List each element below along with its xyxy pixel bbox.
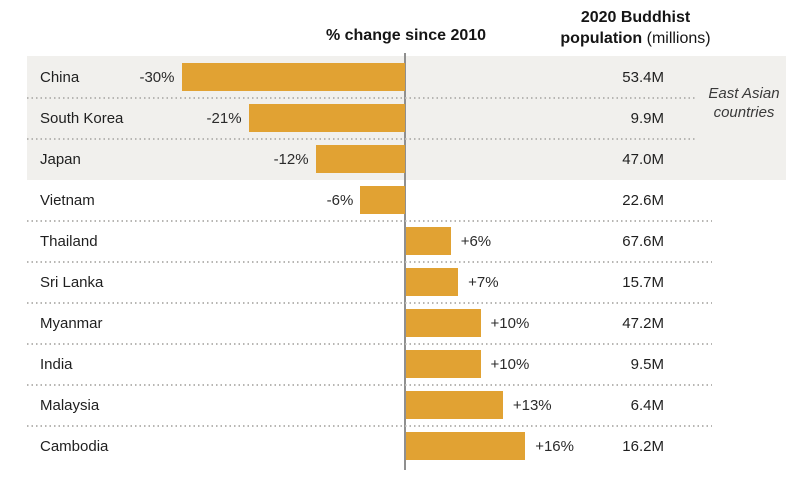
row-separator xyxy=(27,261,712,263)
population-value: 9.5M xyxy=(630,356,664,373)
pct-change-value: +16% xyxy=(535,438,574,455)
pct-change-bar xyxy=(406,391,503,419)
population-column-header: 2020 Buddhist population (millions) xyxy=(533,7,738,49)
population-header-line1: 2020 Buddhist xyxy=(580,9,691,26)
row-separator xyxy=(27,425,712,427)
table-row-cambodia: Cambodia +16% 16.2M xyxy=(0,426,800,467)
pct-change-value: -12% xyxy=(273,151,309,168)
pct-change-bar xyxy=(360,186,405,214)
pct-change-value: -21% xyxy=(206,110,242,127)
row-separator xyxy=(27,384,712,386)
pct-change-value: +10% xyxy=(490,315,530,332)
country-label: Thailand xyxy=(40,233,98,250)
population-value: 53.4M xyxy=(622,69,664,86)
country-label: South Korea xyxy=(40,110,124,127)
population-value: 15.7M xyxy=(622,274,664,291)
country-label: Cambodia xyxy=(40,438,109,455)
pct-change-bar xyxy=(248,104,405,132)
population-header-line2-bold: population xyxy=(560,30,643,47)
country-label: Vietnam xyxy=(40,192,95,209)
pct-change-bar xyxy=(406,227,451,255)
table-row-myanmar: Myanmar +10% 47.2M xyxy=(0,303,800,344)
pct-change-bar xyxy=(406,432,526,460)
population-value: 47.0M xyxy=(622,151,664,168)
east-asian-highlight-background xyxy=(27,56,786,180)
chart-title-pct-change: % change since 2010 xyxy=(325,27,487,44)
east-asian-countries-label: East Asian countries xyxy=(708,85,780,121)
pct-change-value: +7% xyxy=(468,274,499,291)
pct-change-bar xyxy=(406,268,459,296)
pct-change-bar xyxy=(406,350,481,378)
table-row-japan: Japan -12% 47.0M xyxy=(0,139,800,180)
table-row-malaysia: Malaysia +13% 6.4M xyxy=(0,385,800,426)
pct-change-value: +6% xyxy=(460,233,492,250)
row-separator xyxy=(27,343,712,345)
table-row-thailand: Thailand +6% 67.6M xyxy=(0,221,800,262)
population-value: 9.9M xyxy=(630,110,664,127)
pct-change-value: -6% xyxy=(326,192,354,209)
pct-change-bar xyxy=(315,145,405,173)
country-label: India xyxy=(40,356,73,373)
pct-change-value: +13% xyxy=(512,397,552,414)
table-row-south-korea: South Korea -21% 9.9M xyxy=(0,98,800,139)
country-label: China xyxy=(40,69,80,86)
population-header-line2-unit: (millions) xyxy=(646,30,711,47)
population-value: 67.6M xyxy=(622,233,664,250)
population-value: 6.4M xyxy=(630,397,664,414)
pct-change-bar xyxy=(406,309,481,337)
population-value: 47.2M xyxy=(622,315,664,332)
country-label: Myanmar xyxy=(40,315,103,332)
pct-change-value: -30% xyxy=(139,69,175,86)
table-row-india: India +10% 9.5M xyxy=(0,344,800,385)
pct-change-value: +10% xyxy=(490,356,530,373)
row-separator xyxy=(27,302,712,304)
country-label: Sri Lanka xyxy=(40,274,104,291)
row-separator xyxy=(27,138,695,140)
pct-change-bar xyxy=(181,63,405,91)
table-row-sri-lanka: Sri Lanka +7% 15.7M xyxy=(0,262,800,303)
table-row-china: China -30% 53.4M xyxy=(0,57,800,98)
country-label: Japan xyxy=(40,151,81,168)
population-value: 22.6M xyxy=(622,192,664,209)
row-separator xyxy=(27,220,712,222)
table-row-vietnam: Vietnam -6% 22.6M xyxy=(0,180,800,221)
row-separator xyxy=(27,97,695,99)
country-label: Malaysia xyxy=(40,397,100,414)
population-value: 16.2M xyxy=(622,438,664,455)
